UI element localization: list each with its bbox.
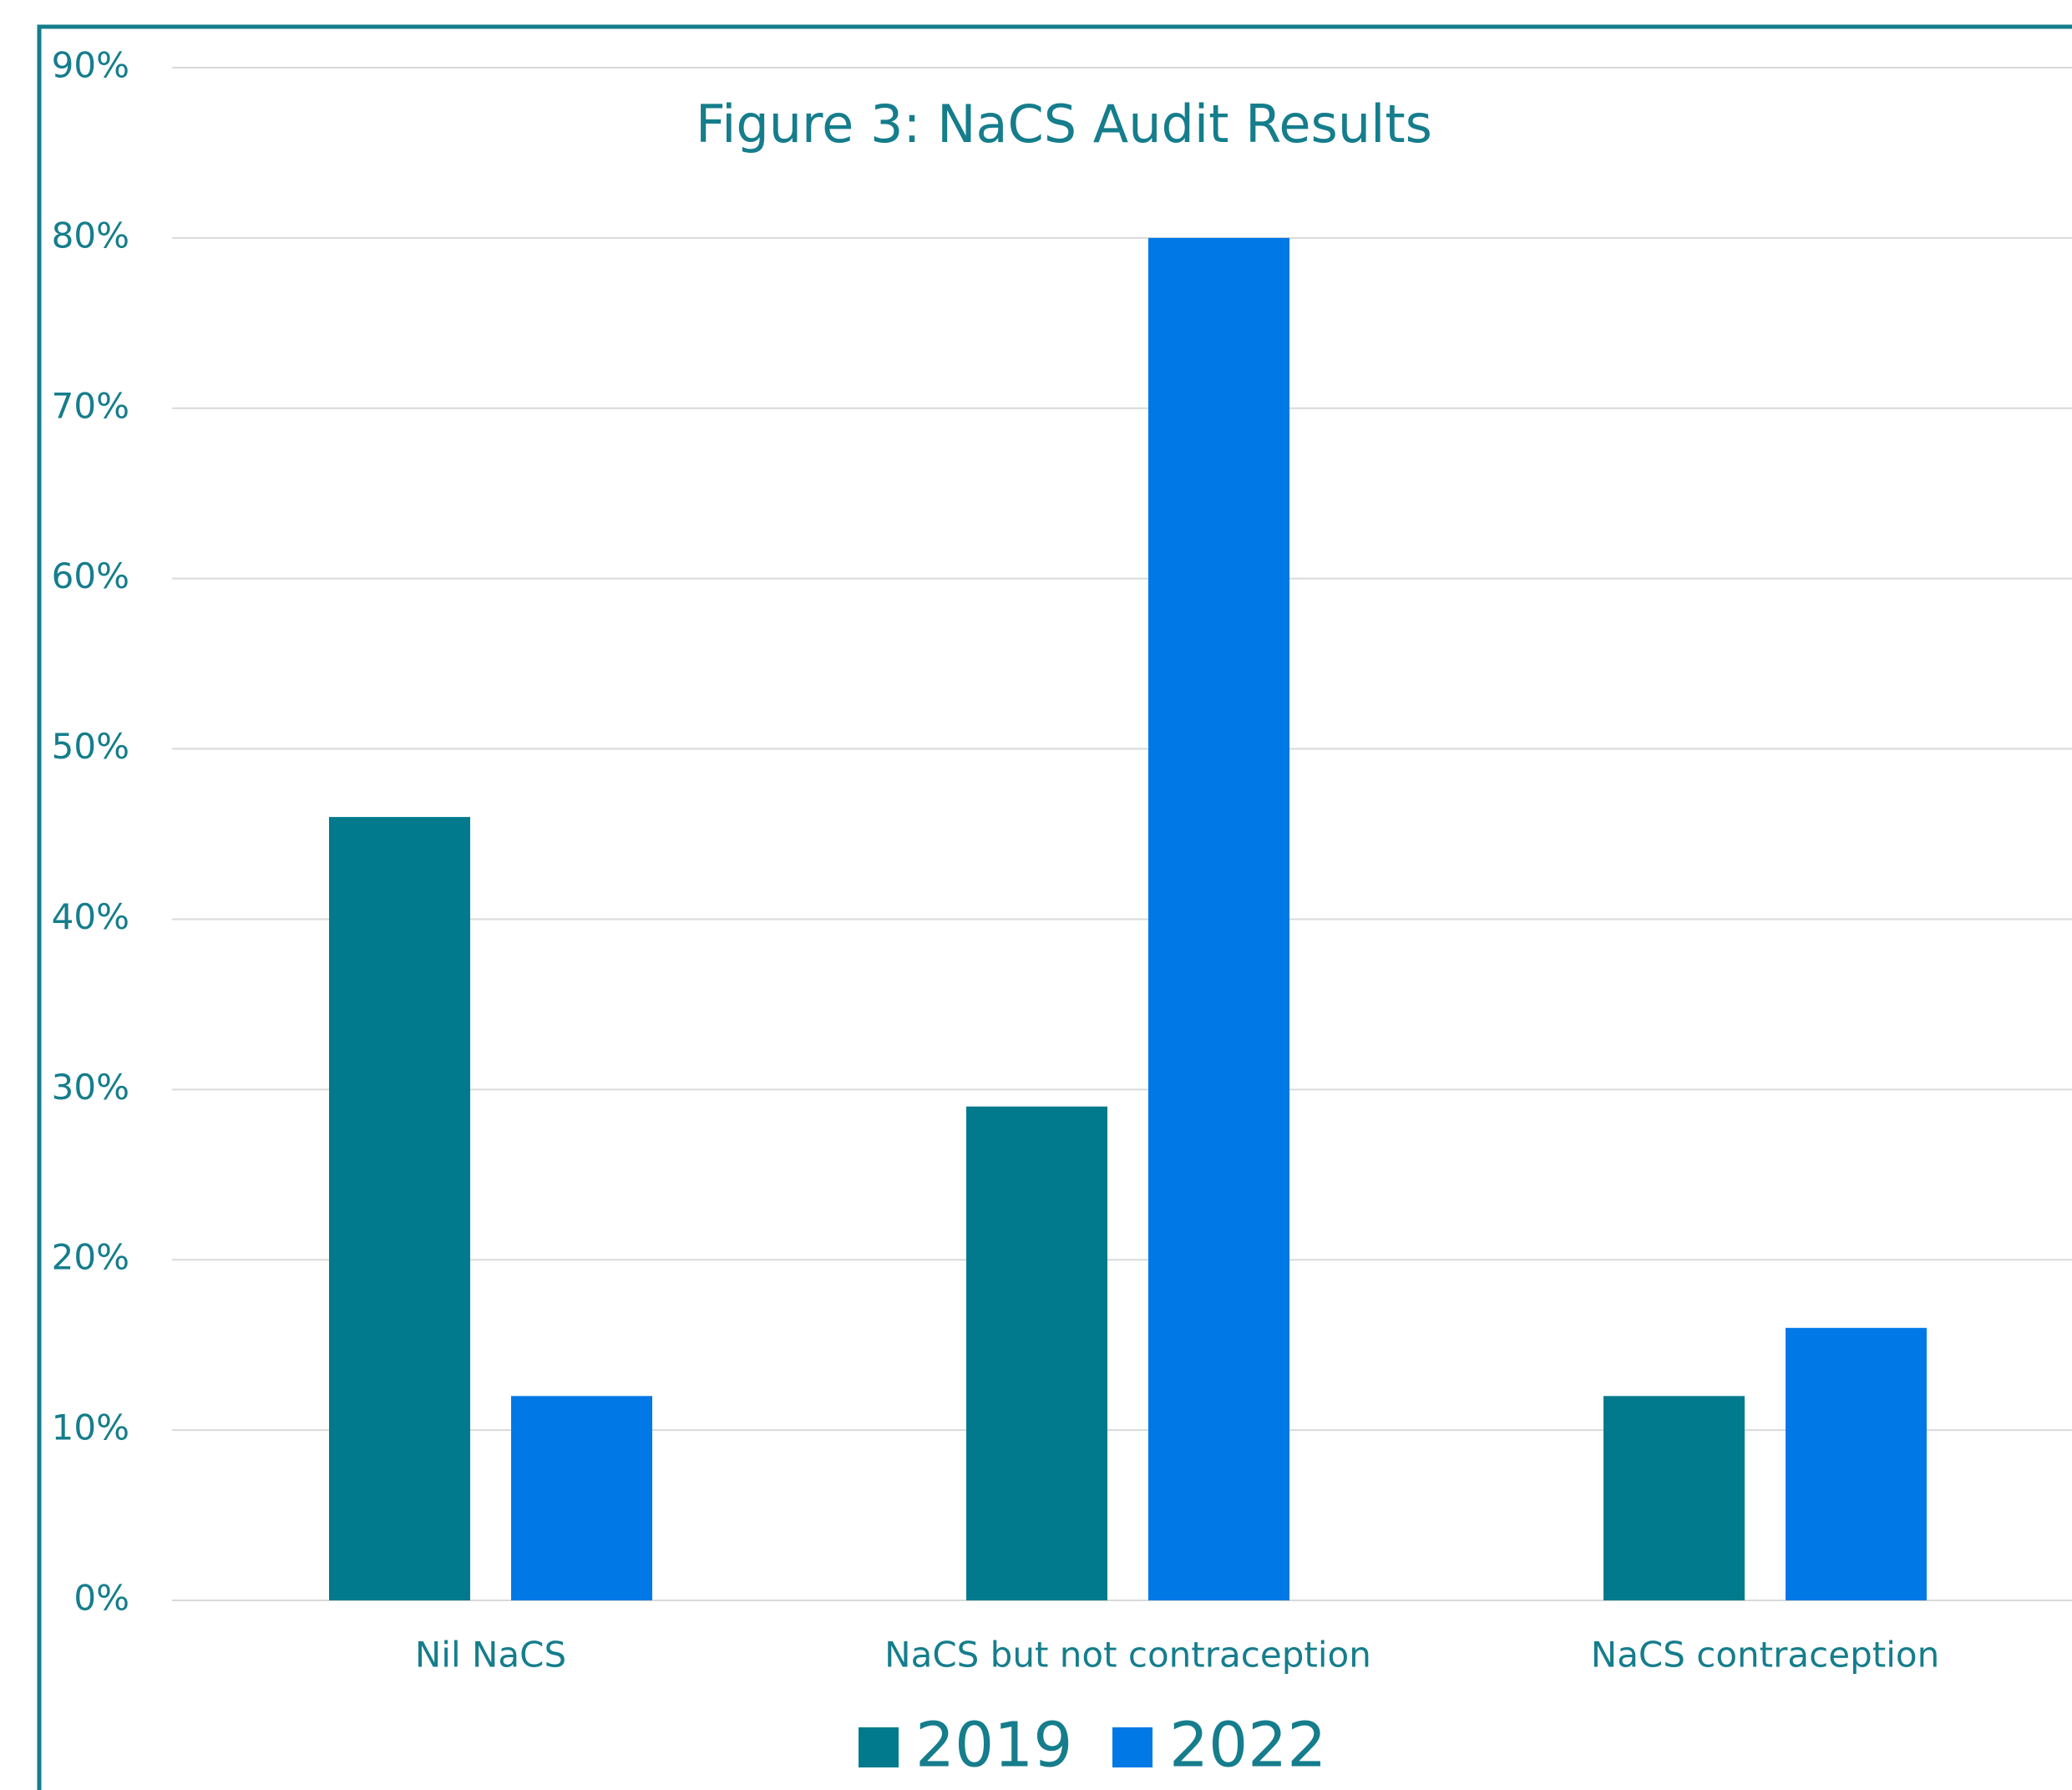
- y-tick-label: 60%: [52, 555, 129, 596]
- bar: [329, 817, 470, 1600]
- y-tick-label: 90%: [52, 45, 129, 86]
- legend-label: 2022: [1169, 1710, 1326, 1782]
- y-tick-label: 40%: [52, 896, 129, 937]
- bar: [1786, 1327, 1927, 1600]
- x-tick-label: NaCS contraception: [1591, 1635, 1939, 1676]
- y-tick-label: 10%: [52, 1407, 129, 1448]
- x-tick-label: NaCS but not contraception: [884, 1635, 1371, 1676]
- legend-swatch: [859, 1727, 899, 1767]
- bar: [1148, 237, 1289, 1600]
- bar: [1603, 1396, 1745, 1600]
- chart-frame: [37, 24, 2072, 1790]
- y-tick-label: 30%: [52, 1067, 129, 1108]
- y-tick-label: 80%: [52, 215, 129, 256]
- bar: [511, 1396, 652, 1600]
- y-tick-label: 20%: [52, 1237, 129, 1278]
- bar: [966, 1106, 1107, 1600]
- chart-title: Figure 3: NaCS Audit Results: [696, 94, 1432, 155]
- legend-swatch: [1112, 1727, 1153, 1767]
- legend-label: 2019: [915, 1710, 1072, 1782]
- y-tick-label: 50%: [52, 726, 129, 767]
- x-tick-label: Nil NaCS: [415, 1635, 566, 1676]
- y-tick-label: 70%: [52, 385, 129, 426]
- y-tick-label: 0%: [73, 1578, 129, 1619]
